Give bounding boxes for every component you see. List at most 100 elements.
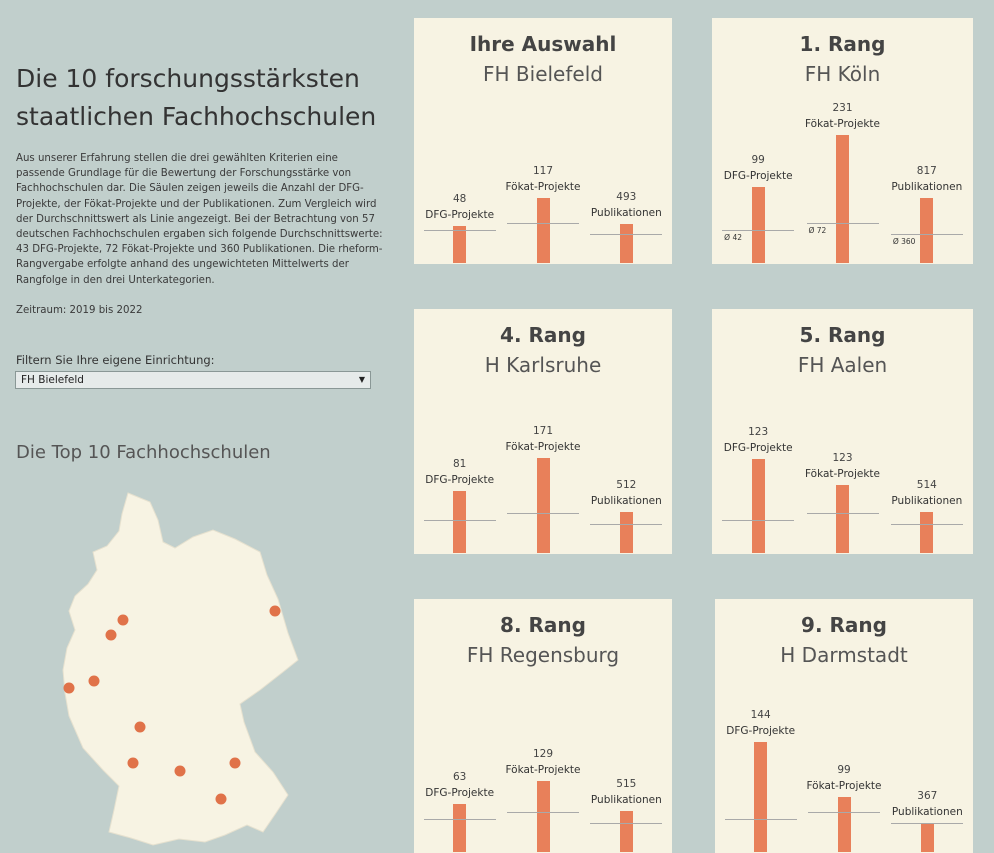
value-label: 123 [832,452,853,464]
map-marker[interactable] [134,721,146,733]
bar-fökat-projekte[interactable] [536,458,550,553]
category-label: Publikationen [891,181,963,193]
average-label: Ø 72 [808,226,827,235]
value-label: 48 [452,193,467,205]
bar-fökat-projekte[interactable] [836,135,849,263]
category-label: Fökat-Projekte [804,468,881,480]
value-label: 63 [452,771,467,783]
card-rank: 1. Rang [799,32,886,56]
map-title: Die Top 10 Fachhochschulen [16,442,271,463]
card-institution-name: H Darmstadt [780,643,908,667]
bar-publikationen[interactable] [619,224,633,263]
bar-chart: DFG-Projekte 81 Fökat-Projekte 171 Publikati… [414,309,672,554]
category-label: Publikationen [590,207,662,219]
category-label: DFG-Projekte [723,170,793,182]
period-text: Zeitraum: 2019 bis 2022 [16,305,143,316]
dropdown-arrow-icon[interactable]: ▼ [358,375,365,384]
average-line [806,513,879,514]
map-marker[interactable] [215,793,227,805]
map-marker[interactable] [105,629,117,641]
value-label: 817 [916,165,937,177]
average-line [808,812,880,813]
category-label: Publikationen [590,495,662,507]
filter-label: Filtern Sie Ihre eigene Einrichtung: [16,353,215,367]
bar-dfg-projekte[interactable] [453,226,467,263]
page-title: Die 10 forschungsstärksten staatlichen F… [16,64,377,131]
average-line [507,513,579,514]
category-label: DFG-Projekte [425,787,495,799]
card-rank: 8. Rang [500,613,586,637]
card-rank: 5. Rang [799,323,886,347]
map-marker[interactable] [127,757,139,769]
bar-dfg-projekte[interactable] [751,459,765,553]
institution-card: 1. Rang FH Köln Ø 42 DFG-Projekte 99 Ø 72 Föka… [712,18,973,264]
map-marker[interactable] [174,765,186,777]
value-label: 512 [616,479,637,491]
bar-fökat-projekte[interactable] [836,485,849,553]
card-institution-name: FH Regensburg [466,643,620,667]
value-label: 514 [916,479,937,491]
average-line [423,520,496,521]
average-line [890,524,963,525]
germany-outline [62,492,299,846]
bar-dfg-projekte[interactable] [453,491,467,553]
map-marker[interactable] [229,757,241,769]
institution-card: 4. Rang H Karlsruhe DFG-Projekte 81 Fökat-Pr… [414,309,672,554]
average-line [507,223,579,224]
bar-publikationen[interactable] [920,198,934,263]
card-institution-name: FH Bielefeld [483,62,603,86]
value-label: 81 [452,458,467,470]
map-marker[interactable] [117,614,129,626]
value-label: 117 [532,165,554,177]
category-label: Fökat-Projekte [804,118,881,130]
institution-card: Ihre Auswahl FH Bielefeld DFG-Projekte 48 Fö… [414,18,672,264]
institution-card: 8. Rang FH Regensburg DFG-Projekte 63 Fökat-… [414,599,672,853]
average-line [806,223,879,224]
bar-publikationen[interactable] [920,512,934,553]
average-line [590,234,663,235]
average-line [423,230,496,231]
institution-card: 9. Rang H Darmstadt DFG-Projekte 144 Fökat-P… [715,599,973,853]
bar-publikationen[interactable] [619,512,633,553]
category-label: DFG-Projekte [723,442,793,454]
card-rank: 9. Rang [801,613,887,637]
map-marker[interactable] [88,675,100,687]
map-marker[interactable] [269,605,281,617]
bar-dfg-projekte[interactable] [453,804,467,852]
bar-fökat-projekte[interactable] [536,781,550,852]
card-institution-name: FH Aalen [797,353,888,377]
average-label: Ø 360 [892,237,916,246]
bar-dfg-projekte[interactable] [751,187,765,263]
value-label: 99 [751,154,765,166]
map-marker[interactable] [63,682,75,694]
value-label: 99 [837,764,851,776]
category-label: Publikationen [891,806,963,818]
card-rank: Ihre Auswahl [469,32,617,56]
bar-chart: DFG-Projekte 123 Fökat-Projekte 123 Publikat… [712,309,973,554]
institution-filter-select[interactable]: FH Bielefeld ▼ [15,371,371,389]
value-label: 515 [616,778,637,790]
bar-publikationen[interactable] [920,823,934,852]
average-line [507,812,579,813]
category-label: DFG-Projekte [726,725,796,737]
average-line [724,819,797,820]
average-line [722,520,795,521]
description-text: Aus unserer Erfahrung stellen die drei g… [16,153,383,286]
bar-chart: DFG-Projekte 63 Fökat-Projekte 129 Publikati… [414,599,672,853]
category-label: DFG-Projekte [425,209,495,221]
bar-dfg-projekte[interactable] [754,742,768,852]
bar-publikationen[interactable] [619,811,633,852]
bar-chart: Ø 42 DFG-Projekte 99 Ø 72 Fökat-Projekte 231 Ø… [712,18,973,264]
average-line [890,234,963,235]
category-label: Fökat-Projekte [505,181,581,193]
card-institution-name: H Karlsruhe [484,353,602,377]
bar-fökat-projekte[interactable] [837,797,851,852]
germany-map [62,492,299,846]
average-line [423,819,496,820]
value-label: 367 [917,790,938,802]
value-label: 144 [750,709,771,721]
category-label: Publikationen [891,495,963,507]
average-line [590,823,663,824]
bar-chart: DFG-Projekte 48 Fökat-Projekte 117 Publikati… [414,18,672,264]
bar-fökat-projekte[interactable] [536,198,550,263]
